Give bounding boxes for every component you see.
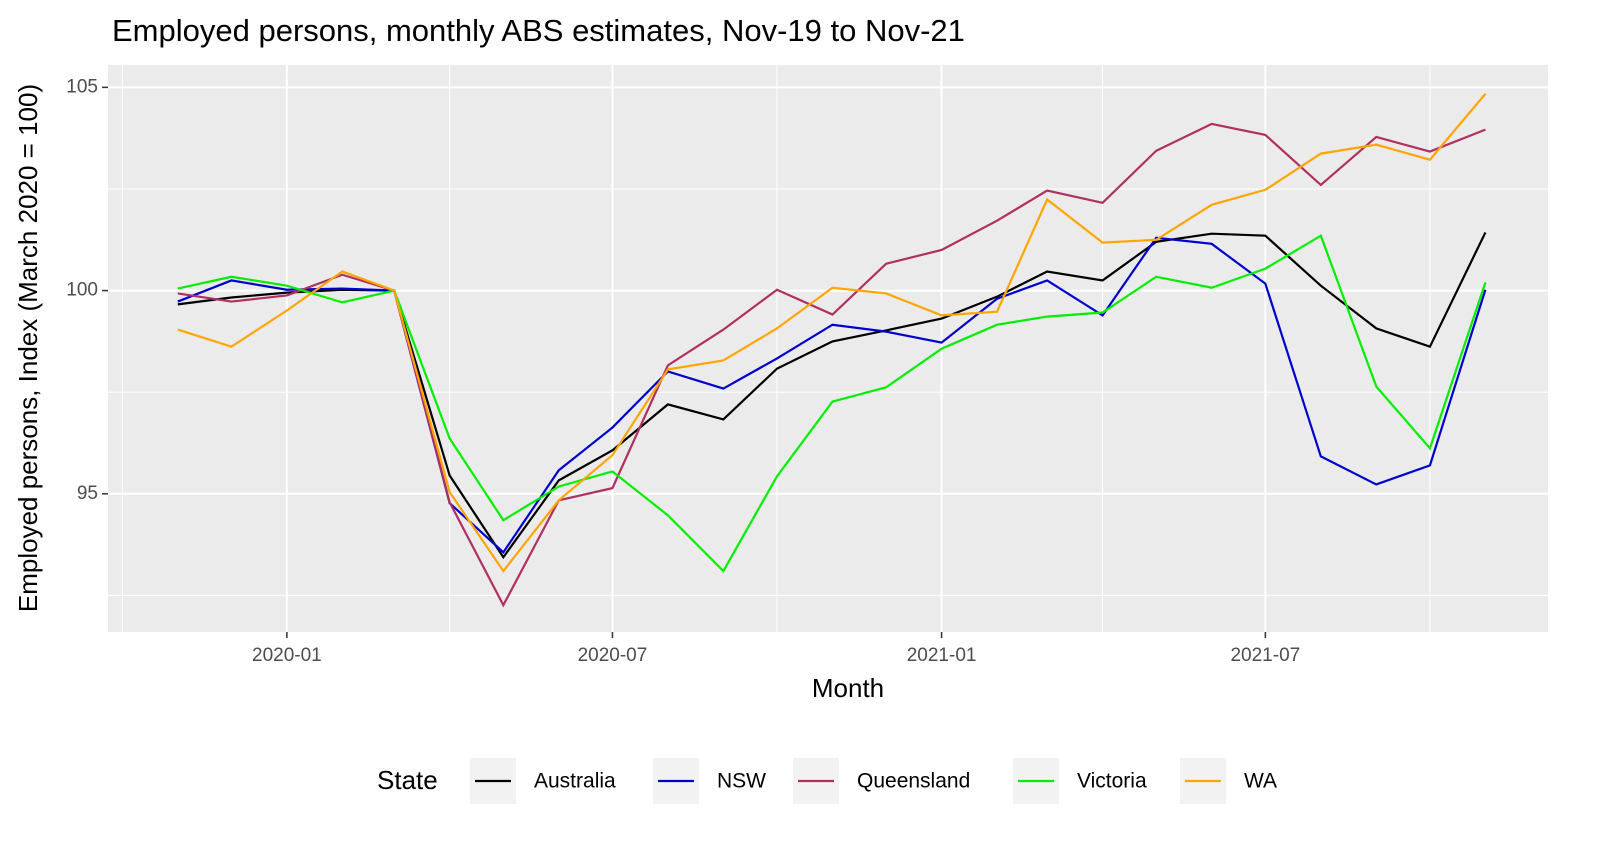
x-tick-label: 2020-07 (578, 645, 648, 666)
legend-label: Queensland (857, 770, 970, 793)
y-tick-label: 95 (77, 483, 98, 504)
y-tick-label: 100 (66, 280, 98, 301)
legend-label: Victoria (1077, 770, 1147, 793)
plot-background (108, 65, 1548, 632)
y-tick-label: 105 (66, 76, 98, 97)
legend-label: WA (1244, 770, 1277, 793)
y-axis-label: Employed persons, Index (March 2020 = 10… (13, 84, 43, 612)
legend-title: State (377, 765, 438, 795)
legend-label: NSW (717, 770, 766, 793)
x-axis-label: Month (812, 673, 884, 703)
x-tick-label: 2021-07 (1230, 645, 1300, 666)
series-line (177, 93, 1487, 573)
x-tick-label: 2020-01 (252, 645, 322, 666)
chart-title: Employed persons, monthly ABS estimates,… (112, 13, 965, 48)
legend-label: Australia (534, 770, 616, 793)
x-tick-label: 2021-01 (907, 645, 977, 666)
